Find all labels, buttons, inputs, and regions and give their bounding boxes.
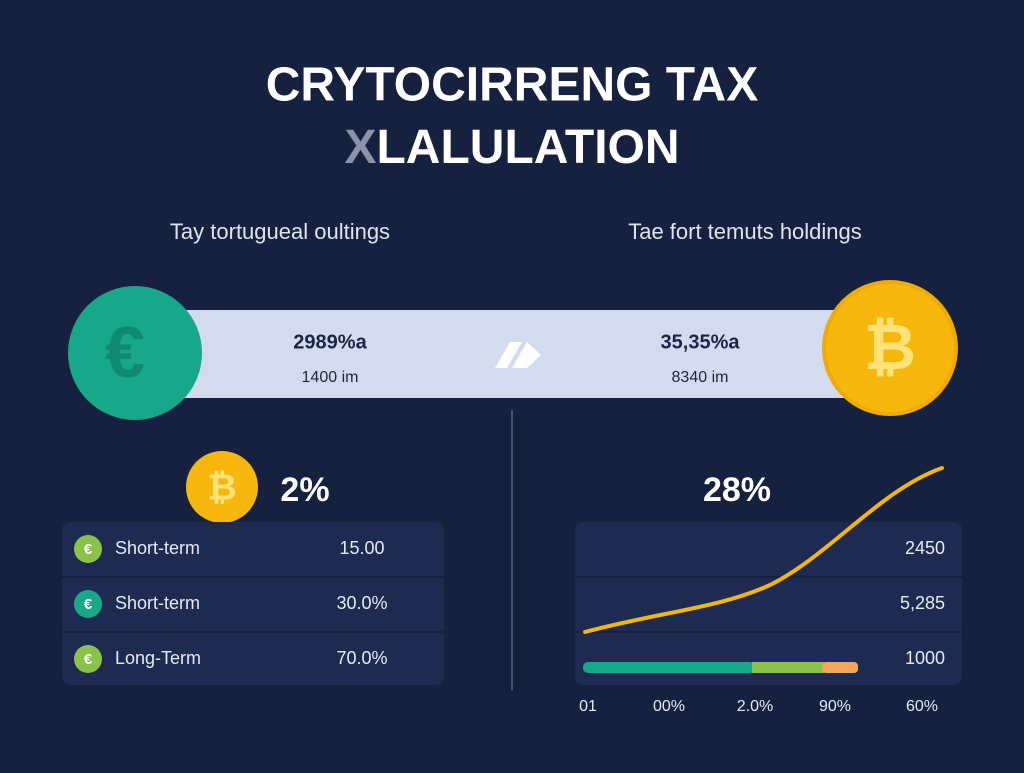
value: 2450 — [905, 538, 945, 558]
row-label: Short-term — [115, 593, 200, 613]
arrow — [512, 342, 541, 368]
table-panel — [62, 522, 444, 685]
euro-coin — [68, 286, 202, 420]
banner-sub: 8340 im — [672, 369, 729, 386]
bitcoin-coin — [822, 280, 958, 416]
progress-segment — [822, 662, 858, 673]
euro-icon: € — [105, 313, 145, 393]
chart-panel — [575, 522, 962, 685]
row-icon-glyph: € — [84, 651, 93, 668]
bitcoin-coin — [186, 451, 258, 523]
axis-label: 00% — [653, 698, 685, 715]
right-values: 2450 5,285 1000 01 00% 2.0% 90% 60% — [579, 538, 945, 715]
row-value: 70.0% — [336, 648, 387, 668]
title: XLALULATION — [344, 121, 679, 174]
row-value: 15.00 — [339, 538, 384, 558]
row-label: Short-term — [115, 538, 200, 558]
row-value: 30.0% — [336, 593, 387, 613]
row-icon-glyph: € — [84, 596, 93, 613]
row-label: Long-Term — [115, 648, 201, 668]
progress-segment — [583, 662, 755, 673]
rate: 2% — [280, 471, 329, 509]
axis-label: 2.0% — [737, 698, 773, 715]
bitcoin-icon: ₿ — [864, 311, 916, 383]
arrow — [495, 342, 522, 368]
banner-value: 2989%a — [293, 331, 367, 353]
row-icon-glyph: € — [84, 541, 93, 558]
axis-label: 01 — [579, 698, 597, 715]
heading: Tay tortugueal oultings — [170, 219, 390, 244]
axis-label: 90% — [819, 698, 851, 715]
title-prefix: X — [344, 121, 376, 174]
value: 1000 — [905, 648, 945, 668]
banner-value: 35,35%a — [661, 331, 741, 353]
title-rest: LALULATION — [376, 121, 679, 174]
axis-label: 60% — [906, 698, 938, 715]
rows: € Short-term 15.00 € Short-term 30.0% € Long-Te… — [74, 535, 388, 673]
title: CRYTOCIRRENG TAX — [266, 59, 758, 112]
rate: 28% — [703, 471, 771, 509]
value: 5,285 — [900, 593, 945, 613]
row-icon — [74, 590, 102, 618]
row-icon — [74, 645, 102, 673]
banner-sub: 1400 im — [302, 369, 359, 386]
row-icon — [74, 535, 102, 563]
heading: Tae fort temuts holdings — [628, 219, 862, 244]
progress-segment — [752, 662, 824, 673]
bitcoin-icon: ₿ — [207, 467, 236, 508]
trend-curve — [583, 466, 944, 634]
